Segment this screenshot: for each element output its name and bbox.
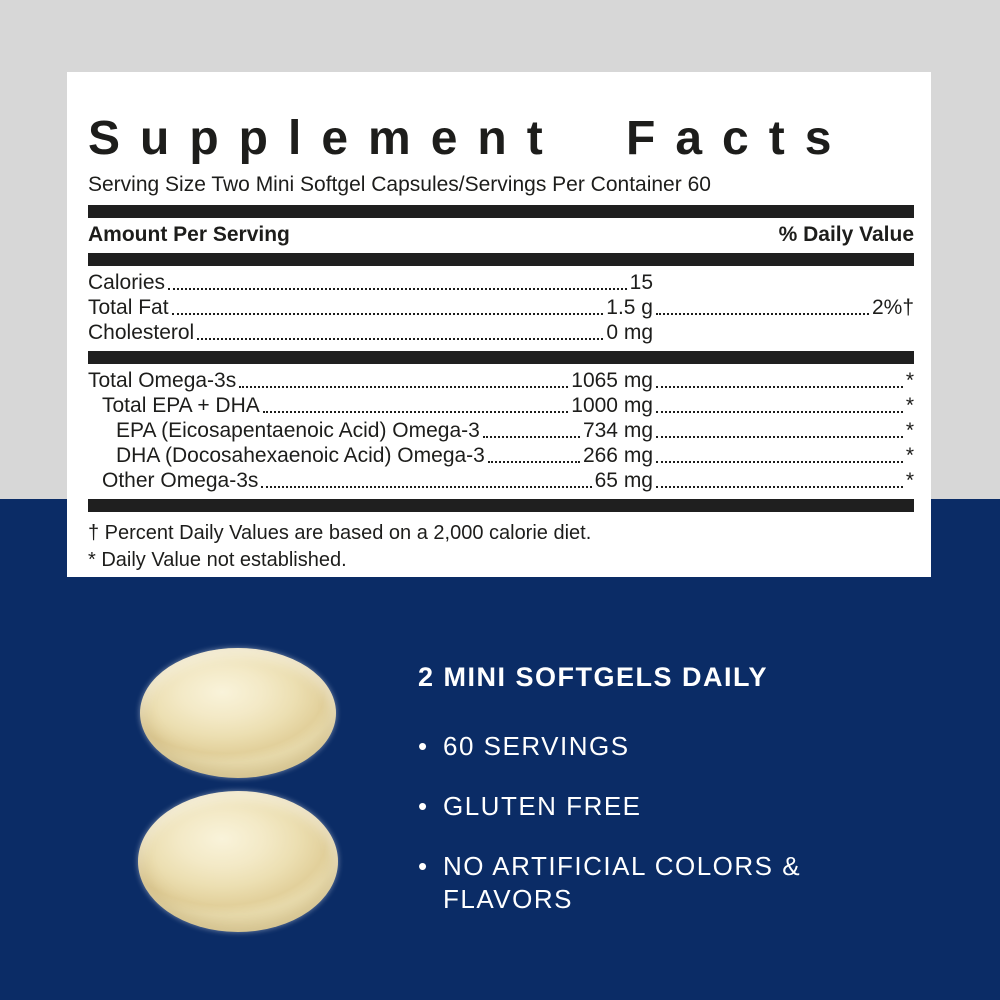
benefits-block: 2 MINI SOFTGELS DAILY • 60 SERVINGS • GL… <box>418 661 898 943</box>
row-left: Other Omega-3s 65 mg <box>88 468 653 493</box>
panel-title: Supplement Facts <box>88 112 852 165</box>
daily-value: * <box>905 419 914 443</box>
list-item-servings: • 60 SERVINGS <box>418 730 898 763</box>
table-row-total-omega3s: Total Omega-3s 1065 mg * <box>88 368 914 393</box>
column-header-row: Amount Per Serving % Daily Value <box>88 218 914 253</box>
divider-bar-header <box>88 253 914 267</box>
softgel-capsule-top <box>140 648 336 778</box>
table-row-dha: DHA (Docosahexaenoic Acid) Omega-3 266 m… <box>88 443 914 468</box>
row-left: Total EPA + DHA 1000 mg <box>88 393 653 418</box>
nutrient-amount: 266 mg <box>582 444 653 468</box>
nutrient-label: Total Omega-3s <box>88 369 237 393</box>
benefit-label: GLUTEN FREE <box>443 791 642 821</box>
nutrient-amount: 15 <box>629 271 653 295</box>
table-row-total-fat: Total Fat 1.5 g 2%† <box>88 295 914 320</box>
nutrient-amount: 1000 mg <box>571 394 653 418</box>
nutrient-amount: 734 mg <box>582 419 653 443</box>
table-row-total-epa-dha: Total EPA + DHA 1000 mg * <box>88 393 914 418</box>
list-item-no-artificial: • NO ARTIFICIAL COLORS & FLAVORS <box>418 850 898 916</box>
row-left: Total Fat 1.5 g <box>88 295 653 320</box>
row-right: * <box>653 468 914 493</box>
dot-leader <box>168 288 627 291</box>
footnotes: † Percent Daily Values are based on a 2,… <box>88 520 914 574</box>
dot-leader <box>487 461 580 464</box>
row-right: * <box>653 443 914 468</box>
nutrient-amount: 1.5 g <box>606 296 653 320</box>
benefits-heading: 2 MINI SOFTGELS DAILY <box>418 662 769 692</box>
dot-leader <box>482 436 580 439</box>
table-row-calories: Calories 15 <box>88 270 914 295</box>
dot-leader <box>656 411 903 414</box>
dot-leader <box>262 411 569 414</box>
table-row-other-omega3s: Other Omega-3s 65 mg * <box>88 468 914 493</box>
divider-bar-bottom <box>88 499 914 513</box>
dot-leader <box>261 486 592 489</box>
row-left: Total Omega-3s 1065 mg <box>88 368 653 393</box>
table-row-epa: EPA (Eicosapentaenoic Acid) Omega-3 734 … <box>88 418 914 443</box>
daily-value: * <box>905 394 914 418</box>
bullet-icon: • <box>418 731 429 761</box>
benefit-label: 60 SERVINGS <box>443 731 630 761</box>
dot-leader <box>656 313 869 316</box>
daily-value: * <box>905 444 914 468</box>
dot-leader <box>656 461 903 464</box>
divider-bar-top <box>88 205 914 219</box>
row-left: EPA (Eicosapentaenoic Acid) Omega-3 734 … <box>88 418 653 443</box>
dot-leader <box>656 436 903 439</box>
benefit-label: NO ARTIFICIAL COLORS & FLAVORS <box>443 851 802 914</box>
nutrient-label: DHA (Docosahexaenoic Acid) Omega-3 <box>116 444 485 468</box>
footnote-dv-not-established: * Daily Value not established. <box>88 549 347 572</box>
daily-value: * <box>905 469 914 493</box>
omega-section: Total Omega-3s 1065 mg * Total EPA + DHA… <box>88 364 914 499</box>
nutrient-section: Calories 15 Total Fat 1.5 g 2%† Choleste… <box>88 266 914 351</box>
serving-info: Serving Size Two Mini Softgel Capsules/S… <box>88 173 711 197</box>
dot-leader <box>239 386 569 389</box>
supplement-facts-panel: Supplement Facts Serving Size Two Mini S… <box>67 72 931 577</box>
nutrient-label: EPA (Eicosapentaenoic Acid) Omega-3 <box>116 419 480 443</box>
softgel-capsule-bottom <box>138 791 338 932</box>
dot-leader <box>656 386 903 389</box>
nutrient-label: Cholesterol <box>88 321 195 345</box>
divider-bar-middle <box>88 351 914 365</box>
row-right: * <box>653 418 914 443</box>
amount-per-serving-label: Amount Per Serving <box>88 223 290 247</box>
nutrient-amount: 65 mg <box>594 469 653 493</box>
row-right: 2%† <box>653 295 914 320</box>
row-left: Calories 15 <box>88 270 653 295</box>
daily-value-label: % Daily Value <box>778 223 914 247</box>
daily-value: * <box>905 369 914 393</box>
dot-leader <box>171 313 604 316</box>
nutrient-label: Total Fat <box>88 296 169 320</box>
bullet-icon: • <box>418 791 429 821</box>
table-row-cholesterol: Cholesterol 0 mg <box>88 320 914 345</box>
nutrient-amount: 0 mg <box>606 321 653 345</box>
nutrient-label: Total EPA + DHA <box>102 394 260 418</box>
row-left: DHA (Docosahexaenoic Acid) Omega-3 266 m… <box>88 443 653 468</box>
bullet-icon: • <box>418 851 429 881</box>
nutrient-label: Other Omega-3s <box>102 469 259 493</box>
row-right: * <box>653 393 914 418</box>
nutrient-label: Calories <box>88 271 166 295</box>
list-item-gluten-free: • GLUTEN FREE <box>418 790 898 823</box>
nutrient-amount: 1065 mg <box>571 369 653 393</box>
daily-value: 2%† <box>871 296 914 320</box>
dot-leader <box>197 338 604 341</box>
row-right: * <box>653 368 914 393</box>
dot-leader <box>656 486 903 489</box>
row-left: Cholesterol 0 mg <box>88 320 653 345</box>
footnote-daily-values: † Percent Daily Values are based on a 2,… <box>88 522 592 545</box>
